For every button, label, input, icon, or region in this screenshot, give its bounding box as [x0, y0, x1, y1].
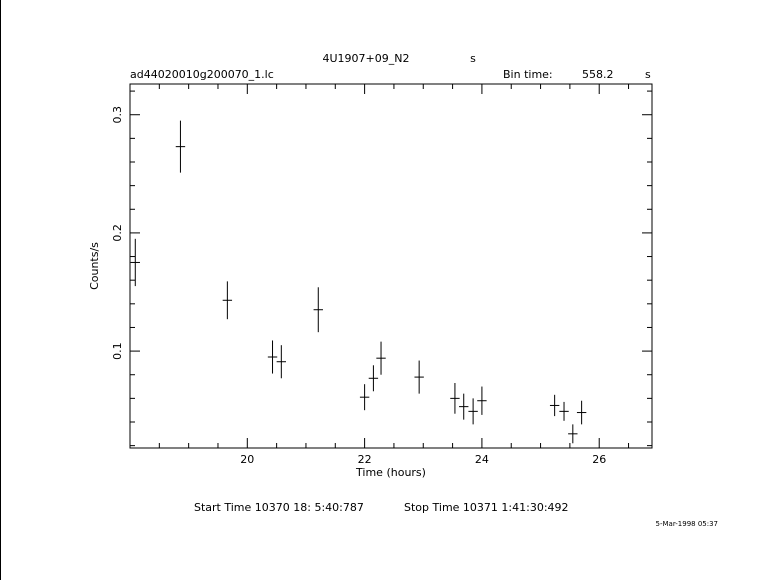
file-name: ad44020010g200070_1.lc	[130, 68, 274, 81]
chart-title: 4U1907+09_N2	[323, 52, 410, 65]
bin-time: 558.2	[582, 68, 614, 81]
y-axis-label: Counts/s	[88, 242, 101, 290]
title-unit: s	[470, 52, 476, 65]
y-tick-label: 0.1	[111, 342, 124, 360]
x-tick-label: 26	[592, 453, 606, 466]
x-tick-label: 24	[475, 453, 489, 466]
stop-time: Stop Time 10371 1:41:30:492	[404, 501, 569, 514]
y-tick-label: 0.3	[111, 106, 124, 124]
x-tick-label: 20	[240, 453, 254, 466]
bin-time-label: Bin time:	[503, 68, 553, 81]
plot-frame	[129, 83, 653, 449]
bin-time-unit: s	[645, 68, 651, 81]
date-stamp: 5-Mar-1998 05:37	[656, 520, 718, 528]
x-tick-label: 22	[358, 453, 372, 466]
start-time: Start Time 10370 18: 5:40:787	[194, 501, 364, 514]
x-axis-label: Time (hours)	[355, 466, 426, 479]
y-tick-label: 0.2	[111, 224, 124, 242]
